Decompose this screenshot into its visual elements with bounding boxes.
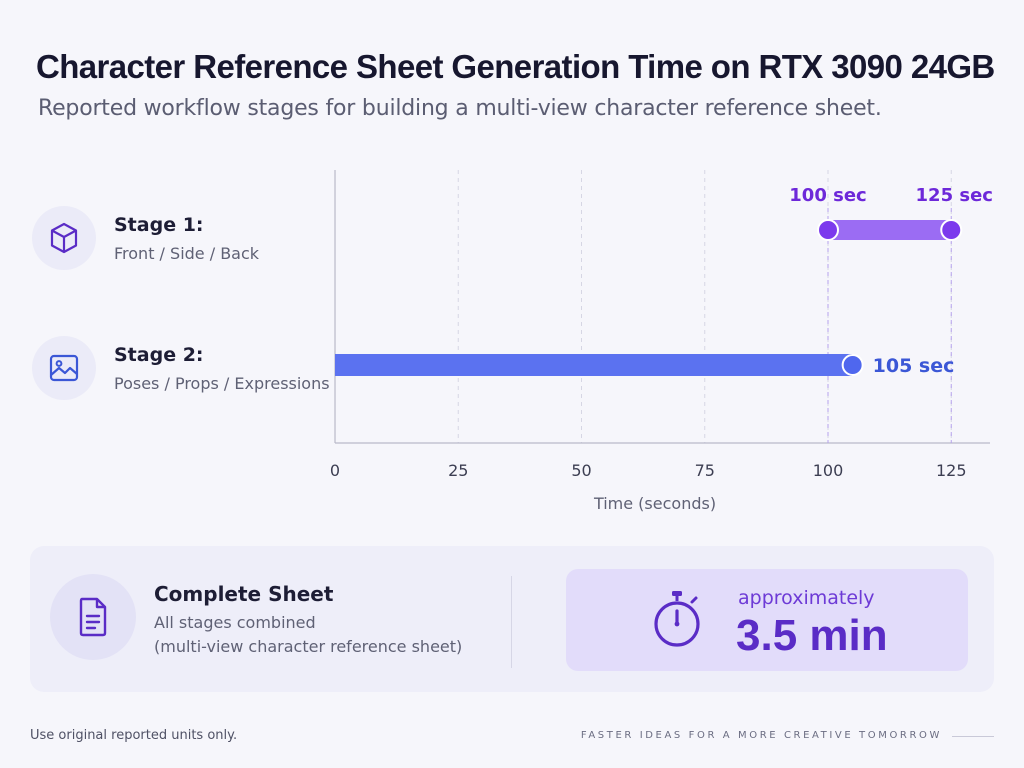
stage-2-end-marker — [841, 354, 864, 376]
x-tick-label-50: 50 — [571, 461, 591, 480]
x-tick-label-100: 100 — [813, 461, 844, 480]
stage-1-range-bar — [828, 220, 952, 240]
stage-2-title: Stage 2: — [114, 344, 204, 366]
chart-title: Character Reference Sheet Generation Tim… — [36, 48, 995, 85]
summary-note: (multi-view character reference sheet) — [154, 637, 463, 656]
stage-1-description: Front / Side / Back — [114, 244, 260, 263]
image-icon — [32, 336, 96, 400]
stage-2-description: Poses / Props / Expressions — [114, 374, 330, 393]
timing-chart: 0 25 50 75 100 125 Time (seconds) 100 sec 125 se… — [330, 170, 993, 513]
stage-2-bar — [335, 354, 853, 376]
stage-2-value-label: 105 sec — [873, 355, 955, 377]
summary-description: All stages combined — [154, 613, 316, 632]
total-time-value: 3.5 min — [736, 611, 888, 660]
x-tick-label-125: 125 — [936, 461, 967, 480]
x-axis-label: Time (seconds) — [593, 494, 716, 513]
approximately-label: approximately — [738, 587, 875, 609]
footer-tagline: FASTER IDEAS FOR A MORE CREATIVE TOMORRO… — [580, 730, 942, 741]
stage-1-range-start-marker — [817, 219, 839, 241]
stage-1-start-label: 100 sec — [789, 185, 866, 206]
summary-card: Complete Sheet All stages combined (mult… — [30, 546, 994, 692]
cube-icon — [32, 206, 96, 270]
x-tick-label-75: 75 — [695, 461, 715, 480]
chart-subtitle: Reported workflow stages for building a … — [38, 96, 882, 121]
stopwatch-icon — [648, 589, 706, 655]
summary-title: Complete Sheet — [154, 582, 334, 606]
x-tick-label-0: 0 — [330, 461, 340, 480]
document-icon — [50, 574, 136, 660]
total-time-box: approximately 3.5 min — [566, 569, 968, 671]
footer-note: Use original reported units only. — [30, 728, 238, 743]
stage-1-title: Stage 1: — [114, 214, 204, 236]
stage-1-row: Stage 1: Front / Side / Back — [32, 206, 332, 270]
x-tick-label-25: 25 — [448, 461, 468, 480]
stage-1-end-label: 125 sec — [916, 185, 993, 206]
stage-2-row: Stage 2: Poses / Props / Expressions — [32, 336, 332, 400]
summary-divider — [511, 576, 512, 668]
stage-1-range-end-marker — [940, 219, 963, 241]
tagline-rule — [952, 736, 994, 737]
